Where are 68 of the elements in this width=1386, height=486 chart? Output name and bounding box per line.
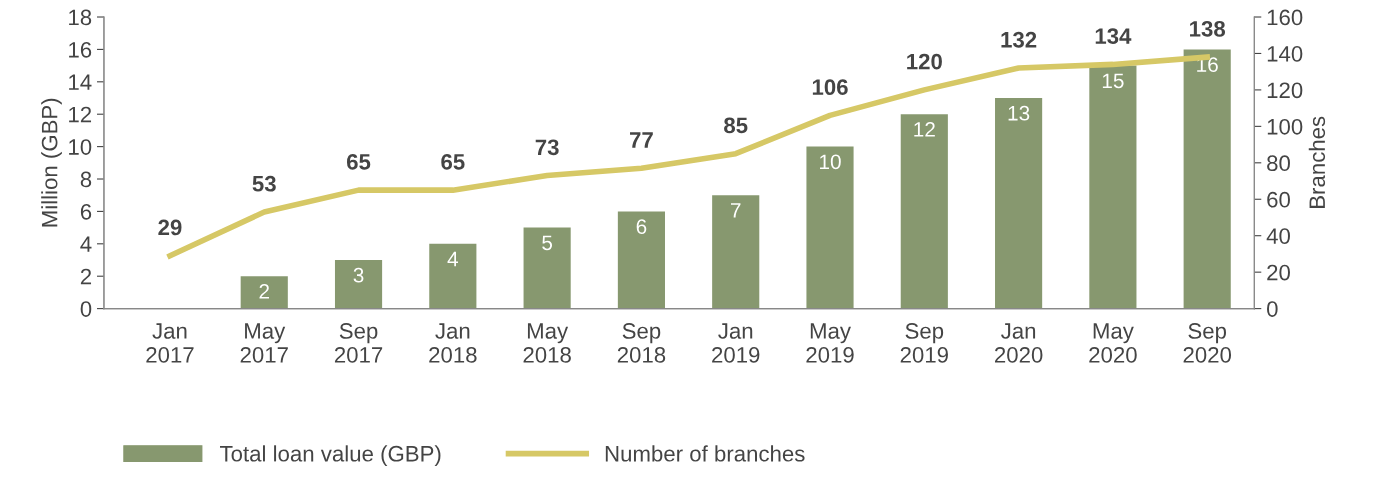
y-tick-label: 6 bbox=[80, 203, 92, 220]
bar bbox=[617, 211, 665, 309]
data-label: 12 bbox=[914, 122, 935, 137]
data-label: 2 bbox=[259, 284, 269, 299]
bar bbox=[712, 195, 760, 309]
y-tick-label: 10 bbox=[69, 139, 92, 155]
bar bbox=[900, 114, 948, 309]
data-label: 85 bbox=[724, 117, 748, 134]
data-label: 4 bbox=[447, 251, 459, 267]
data-label: 29 bbox=[158, 219, 182, 236]
y-tick-label: 18 bbox=[69, 9, 92, 26]
data-label: 73 bbox=[535, 139, 559, 156]
x-tick-label: Jan 2020 bbox=[995, 323, 1043, 363]
x-tick-label: May 2017 bbox=[240, 323, 288, 363]
x-tick-label: Sep 2020 bbox=[1183, 323, 1232, 363]
y2-tick-label: 160 bbox=[1267, 9, 1303, 26]
data-label: 7 bbox=[730, 203, 741, 218]
y-tick-label: 8 bbox=[80, 171, 92, 188]
data-label: 5 bbox=[542, 235, 553, 251]
y-tick-label: 12 bbox=[69, 106, 92, 123]
y-axis-title: Million (GBP) bbox=[41, 98, 62, 227]
data-label: 53 bbox=[252, 175, 276, 192]
y2-axis-title: Branches bbox=[1308, 116, 1326, 208]
x-tick-label: May 2020 bbox=[1089, 323, 1137, 363]
y-tick-label: 2 bbox=[80, 268, 92, 285]
data-label: 134 bbox=[1095, 28, 1132, 44]
x-tick-label: Jan 2019 bbox=[712, 323, 760, 363]
bar bbox=[429, 243, 477, 309]
x-tick-label: Sep 2019 bbox=[900, 323, 948, 363]
data-label: 3 bbox=[353, 267, 364, 283]
data-label: 138 bbox=[1190, 20, 1226, 37]
x-tick-label: Jan 2018 bbox=[429, 323, 477, 363]
x-tick-label: May 2018 bbox=[523, 323, 571, 363]
y2-tick-label: 120 bbox=[1267, 82, 1303, 99]
y-tick-label: 16 bbox=[69, 41, 92, 58]
data-label: 65 bbox=[441, 153, 465, 170]
x-tick-label: May 2019 bbox=[806, 323, 854, 363]
data-label: 132 bbox=[1001, 31, 1037, 48]
y2-tick-label: 100 bbox=[1267, 118, 1303, 135]
y2-tick-label: 0 bbox=[1267, 301, 1278, 317]
data-label: 10 bbox=[820, 154, 841, 170]
y2-tick-label: 60 bbox=[1267, 191, 1290, 208]
data-label: 120 bbox=[907, 53, 942, 70]
y-tick-label: 14 bbox=[69, 74, 92, 90]
x-tick-label: Sep 2018 bbox=[617, 323, 666, 363]
y-tick-label: 4 bbox=[80, 236, 92, 252]
legend-label: Total loan value (GBP) bbox=[220, 445, 441, 466]
y2-tick-label: 40 bbox=[1266, 228, 1290, 244]
y2-tick-label: 140 bbox=[1267, 45, 1303, 62]
data-label: 106 bbox=[812, 79, 848, 95]
y2-tick-label: 20 bbox=[1267, 264, 1290, 281]
y-tick-label: 0 bbox=[80, 301, 92, 317]
data-label: 77 bbox=[630, 132, 653, 148]
data-label: 15 bbox=[1102, 73, 1124, 89]
y2-tick-label: 80 bbox=[1267, 155, 1290, 172]
x-tick-label: Sep 2017 bbox=[334, 323, 383, 363]
bar bbox=[1089, 65, 1137, 309]
bar bbox=[334, 260, 383, 309]
bar bbox=[523, 227, 571, 309]
data-label: 6 bbox=[636, 219, 647, 234]
legend-label: Number of branches bbox=[605, 445, 805, 462]
bar bbox=[240, 276, 288, 309]
bar bbox=[995, 98, 1043, 309]
bar bbox=[1183, 49, 1231, 309]
x-tick-label: Jan 2017 bbox=[146, 323, 194, 363]
data-label: 65 bbox=[347, 153, 371, 170]
data-label: 13 bbox=[1008, 105, 1030, 121]
bar bbox=[806, 146, 854, 309]
